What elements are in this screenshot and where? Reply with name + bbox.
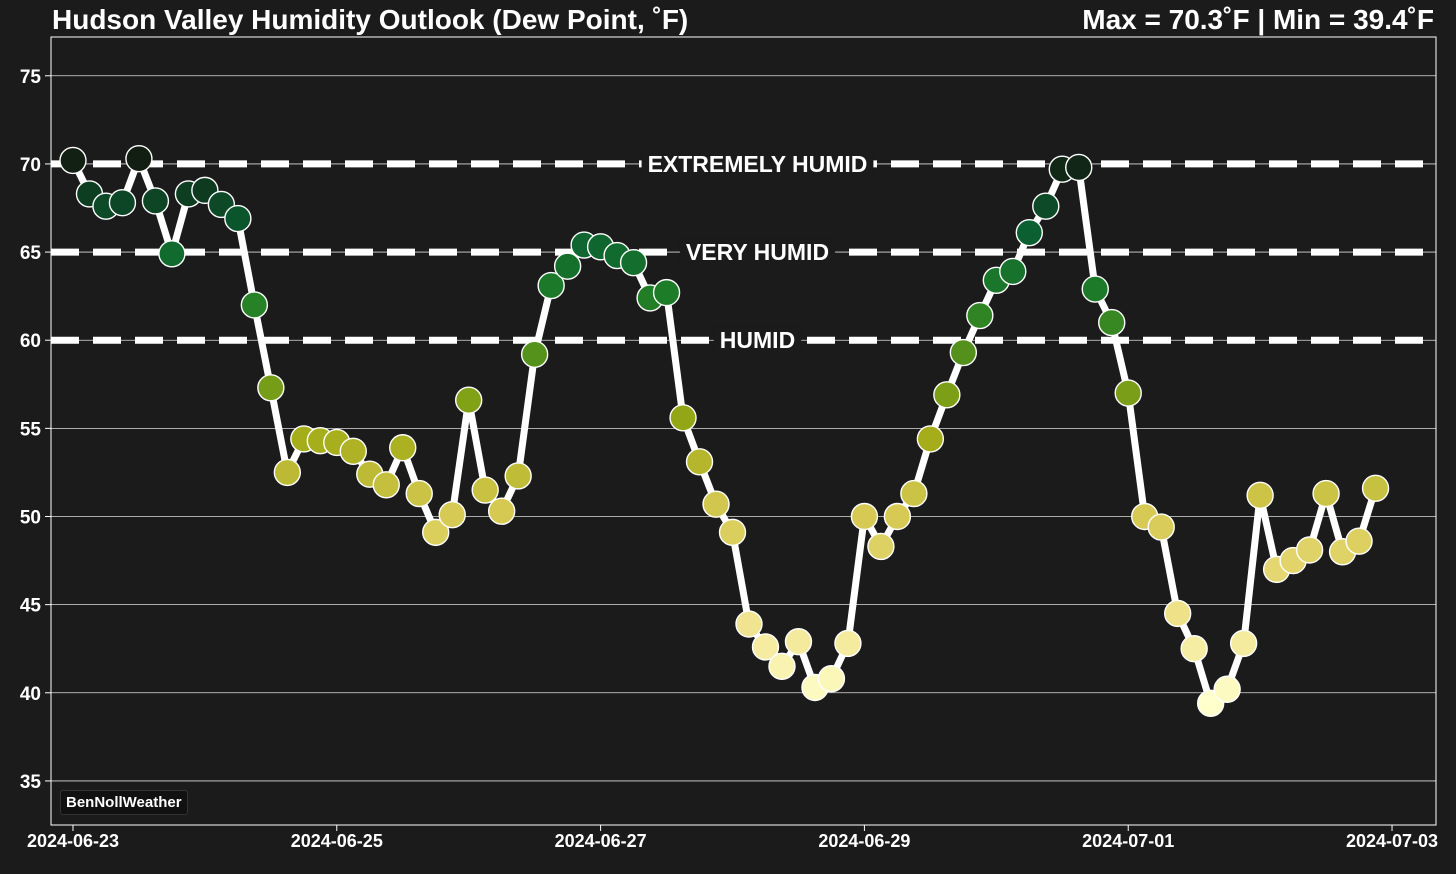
- data-point: [949, 338, 978, 367]
- data-point: [735, 610, 763, 638]
- data-point: [240, 291, 269, 319]
- data-point: [438, 501, 466, 529]
- threshold-label-background: [641, 149, 874, 178]
- data-point: [900, 479, 928, 508]
- data-point: [471, 476, 499, 504]
- threshold-label-layer: EXTREMELY HUMID VERY HUMID HUMID: [641, 149, 874, 355]
- data-point: [1147, 513, 1175, 541]
- data-point: [1345, 527, 1373, 555]
- data-point: [652, 278, 681, 307]
- data-point: [999, 257, 1027, 286]
- data-point: [1163, 599, 1192, 628]
- data-point: [817, 664, 846, 693]
- data-point: [125, 144, 153, 173]
- y-tick-label: 40: [20, 684, 41, 705]
- y-tick-label: 75: [20, 67, 42, 88]
- credit-badge: BenNollWeather: [60, 790, 188, 815]
- max-min-summary: Max = 70.3˚F | Min = 39.4˚F: [1082, 4, 1434, 35]
- data-point: [883, 502, 912, 531]
- data-point: [405, 479, 433, 508]
- data-point: [504, 462, 532, 490]
- data-point: [257, 374, 285, 402]
- data-point: [1213, 675, 1241, 703]
- y-tick-label: 45: [20, 596, 42, 617]
- data-point: [834, 629, 862, 658]
- data-point: [1065, 153, 1093, 182]
- data-point: [916, 425, 945, 453]
- data-point: [1246, 481, 1274, 510]
- data-point: [553, 252, 582, 280]
- x-tick-label: 2024-07-01: [1082, 831, 1174, 851]
- axis-layer: 35 40 45 50 55 60 65 70 75 2024-06-23 2024-06-25 20…: [20, 67, 1438, 851]
- threshold-label: HUMID: [720, 327, 795, 353]
- data-point: [141, 187, 170, 215]
- data-point: [273, 458, 302, 487]
- threshold-label-background: [679, 238, 836, 267]
- data-point: [718, 518, 747, 547]
- threshold-label: EXTREMELY HUMID: [648, 151, 868, 177]
- data-point: [422, 518, 450, 547]
- data-point: [1180, 635, 1208, 663]
- data-point: [339, 437, 367, 465]
- data-point: [454, 386, 483, 414]
- data-point: [768, 652, 796, 681]
- data-point: [1312, 479, 1340, 508]
- data-point: [372, 471, 400, 499]
- x-tick-label: 2024-06-29: [818, 831, 910, 851]
- y-tick-label: 60: [20, 331, 41, 352]
- data-point: [669, 404, 697, 432]
- data-point: [751, 633, 780, 661]
- y-tick-label: 55: [20, 419, 42, 440]
- plot-frame: [50, 36, 1437, 826]
- data-point: [487, 497, 516, 525]
- data-point: [784, 627, 813, 656]
- threshold-label: VERY HUMID: [686, 239, 829, 265]
- data-point: [702, 490, 730, 518]
- data-point: [1032, 192, 1060, 220]
- threshold-label-background: [713, 326, 802, 355]
- data-point: [933, 381, 961, 409]
- data-point: [619, 248, 648, 277]
- data-point-layer: [59, 144, 1390, 718]
- data-point: [59, 146, 87, 175]
- data-point: [537, 271, 565, 300]
- data-point: [1229, 629, 1258, 658]
- x-tick-label: 2024-07-03: [1346, 831, 1438, 851]
- data-point: [1361, 474, 1390, 502]
- y-tick-label: 50: [20, 507, 41, 528]
- y-tick-label: 65: [20, 243, 42, 264]
- data-point: [108, 189, 137, 217]
- chart-title: Hudson Valley Humidity Outlook (Dew Poin…: [52, 4, 689, 35]
- data-point: [1015, 218, 1043, 247]
- data-point: [966, 301, 994, 330]
- x-tick-label: 2024-06-25: [291, 831, 383, 851]
- data-point: [520, 340, 549, 369]
- y-tick-label: 35: [20, 772, 42, 793]
- data-point: [224, 204, 252, 233]
- data-point: [685, 448, 714, 476]
- x-tick-label: 2024-06-27: [555, 831, 647, 851]
- data-point: [389, 434, 417, 462]
- data-point: [158, 240, 186, 268]
- y-tick-label: 70: [20, 155, 41, 176]
- data-point: [1114, 379, 1142, 407]
- data-point: [1081, 275, 1109, 303]
- data-point: [850, 502, 879, 531]
- data-point: [867, 532, 895, 561]
- data-point: [1098, 308, 1126, 337]
- x-tick-label: 2024-06-23: [27, 831, 119, 851]
- data-point: [1295, 536, 1324, 564]
